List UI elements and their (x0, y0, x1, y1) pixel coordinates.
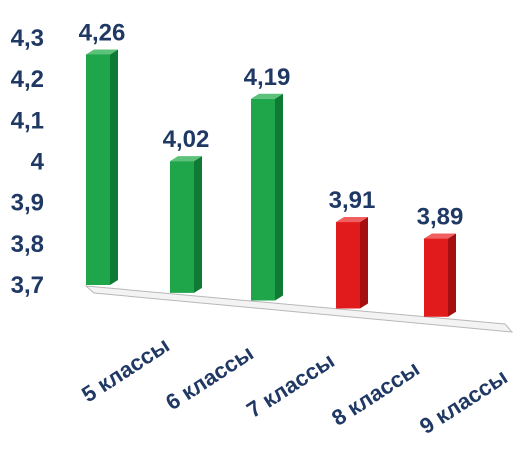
y-tick-label: 3,8 (11, 231, 44, 258)
bar-top (336, 217, 368, 223)
bar-front (336, 222, 360, 309)
y-tick-label: 3,9 (11, 190, 44, 217)
bar (336, 217, 368, 309)
bar (86, 49, 118, 285)
y-axis-ticks: 3,7 3,8 3,9 4 4,1 4,2 4,3 (11, 25, 45, 299)
base-plane (84, 285, 514, 333)
bar (170, 156, 202, 293)
bar-side (360, 217, 368, 309)
bar-top (251, 93, 283, 99)
category-label: 8 классы (327, 356, 424, 431)
bar-top (86, 49, 118, 55)
bar-side (448, 233, 456, 317)
y-tick-label: 4 (31, 149, 45, 176)
y-tick-label: 4,1 (11, 107, 44, 134)
bar (251, 93, 283, 301)
bar-side (275, 93, 283, 301)
data-label: 4,02 (163, 126, 210, 153)
data-labels: 4,26 4,02 4,19 3,91 3,89 (79, 19, 464, 230)
data-label: 3,91 (329, 187, 376, 214)
data-label: 4,19 (244, 64, 291, 91)
bar-top (424, 233, 456, 239)
bar-front (424, 238, 448, 317)
y-tick-label: 3,7 (11, 272, 44, 299)
data-label: 3,89 (417, 204, 464, 231)
chart-floor (84, 285, 514, 333)
bar-front (251, 98, 275, 301)
bar-side (194, 156, 202, 293)
bar-front (170, 161, 194, 293)
bars (86, 49, 456, 317)
data-label: 4,26 (79, 19, 126, 46)
bar-side (110, 49, 118, 285)
bar-front (86, 54, 110, 285)
category-label: 5 классы (77, 332, 174, 407)
category-label: 9 классы (415, 364, 512, 439)
category-label: 7 классы (242, 348, 339, 423)
bar (424, 233, 456, 317)
y-tick-label: 4,3 (11, 25, 44, 52)
bar-top (170, 156, 202, 162)
y-tick-label: 4,2 (11, 66, 44, 93)
